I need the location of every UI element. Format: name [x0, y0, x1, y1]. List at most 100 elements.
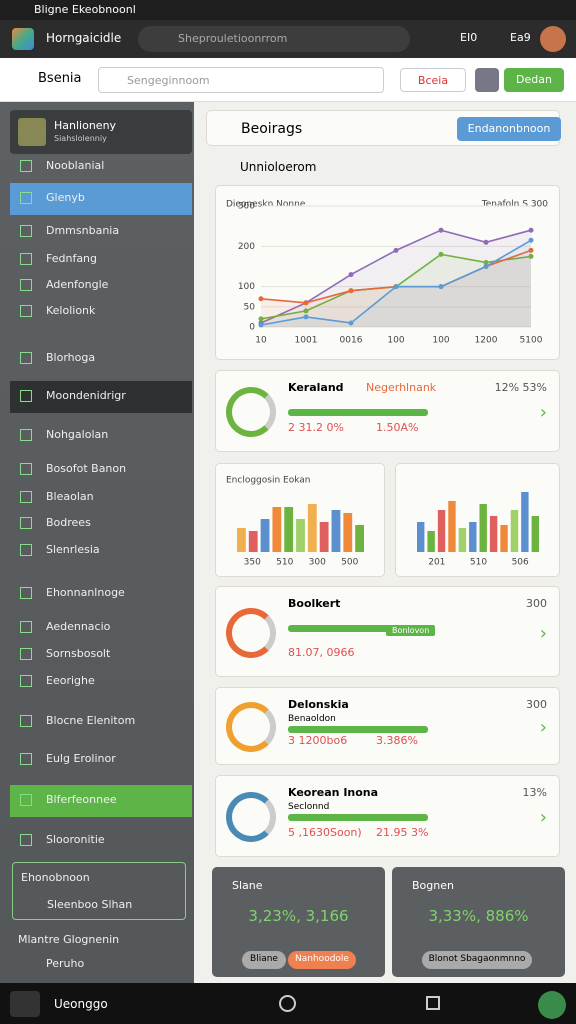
- group-item[interactable]: Sleenboo Slhan: [47, 898, 133, 911]
- summary-title: Slane: [232, 879, 263, 892]
- sidebar-label: Aedennacio: [46, 620, 111, 633]
- search-box[interactable]: Sheprouletioonrrom: [138, 26, 410, 52]
- sidebar-label: Dmmsnbania: [46, 224, 120, 237]
- bar: [417, 522, 425, 552]
- summary-button[interactable]: Bliane: [242, 951, 286, 969]
- sidebar-item[interactable]: Blferfeonnee: [10, 785, 192, 817]
- card-sub: Seclonnd: [288, 802, 330, 812]
- sidebar-label: Blocne Elenitom: [46, 714, 136, 727]
- sidebar-item[interactable]: Moondenidrigr: [10, 381, 192, 413]
- summary-button[interactable]: Blonot Sbagaonmnno: [422, 951, 532, 969]
- avatar[interactable]: [540, 26, 566, 52]
- y-tick-label: 50: [244, 302, 256, 312]
- sidebar-icon: [20, 587, 32, 599]
- sidebar-label: Blorhoga: [46, 351, 96, 364]
- sidebar-item[interactable]: Eeorighe: [10, 666, 192, 698]
- sidebar-footer[interactable]: Peruho: [46, 957, 85, 970]
- point: [258, 296, 264, 302]
- sidebar-item[interactable]: Blocne Elenitom: [10, 706, 192, 738]
- card-title: Delonskia: [288, 698, 349, 711]
- sidebar-label: Nooblanial: [46, 159, 105, 172]
- toolbar-search[interactable]: Sengeginnoom: [98, 67, 384, 93]
- summary-value: 3,33%, 886%: [428, 907, 529, 925]
- bar: [469, 522, 477, 552]
- bar: [510, 510, 519, 552]
- info-card: Delonskia 300 Benaoldon 3 1200bo6 3.386% ›: [215, 687, 560, 765]
- chevron[interactable]: ›: [539, 717, 547, 738]
- sidebar-item[interactable]: Ehonnanlnoge: [10, 578, 192, 610]
- sidebar-item[interactable]: Kelolionk: [10, 296, 192, 328]
- app-logo: [12, 28, 34, 50]
- profile-sub: Siahslolenniy: [54, 134, 107, 143]
- sidebar-icon: [20, 753, 32, 765]
- sidebar-item[interactable]: Blorhoga: [10, 343, 192, 375]
- sidebar-item[interactable]: Dmmsnbania: [10, 216, 192, 248]
- x-tick-label: 506: [512, 558, 529, 568]
- progress: [288, 409, 428, 416]
- header-button[interactable]: Endanonbnoon: [457, 117, 561, 141]
- card-right: 300: [526, 698, 547, 711]
- nav-home[interactable]: [279, 995, 296, 1012]
- sidebar-item[interactable]: Slenrlesia: [10, 535, 192, 567]
- sidebar-item[interactable]: Fednfang: [10, 244, 192, 276]
- home-button[interactable]: [10, 991, 40, 1017]
- x-tick-label: 500: [341, 558, 358, 568]
- sidebar-item[interactable]: Bodrees: [10, 508, 192, 540]
- toolbar-button[interactable]: Bceia: [400, 68, 466, 92]
- sidebar-item[interactable]: Nohgalolan: [10, 420, 192, 452]
- sidebar-icon: [20, 192, 32, 204]
- point: [348, 272, 354, 278]
- sidebar-icon: [20, 225, 32, 237]
- icon-button[interactable]: [475, 68, 499, 92]
- sidebar-item[interactable]: Adenfongle: [10, 270, 192, 302]
- nav-label: Ueonggo: [54, 997, 108, 1011]
- point: [393, 247, 399, 253]
- sidebar-item[interactable]: Slooronitie: [10, 825, 192, 857]
- card-sub: Benaoldon: [288, 714, 336, 724]
- bar: [427, 531, 435, 552]
- sidebar-item[interactable]: Nooblanial: [10, 151, 192, 183]
- chevron[interactable]: ›: [539, 402, 547, 423]
- toolbar-button[interactable]: Dedan: [504, 68, 564, 92]
- nav-recent[interactable]: [426, 996, 440, 1010]
- point: [438, 284, 444, 290]
- app-name[interactable]: Horngaicidle: [46, 31, 122, 45]
- sidebar-icon: [20, 648, 32, 660]
- sidebar-item[interactable]: Eulg Erolinor: [10, 744, 192, 776]
- card-stat: 21.95 3%: [376, 826, 429, 839]
- sidebar-item[interactable]: Glenyb: [10, 183, 192, 215]
- panel-title: Unnioloerom: [240, 160, 317, 174]
- bar: [448, 501, 456, 552]
- header-card: Beoirags Endanonbnoon: [206, 110, 561, 146]
- bar-chart-card: 201 510 506: [395, 463, 560, 577]
- card-right: 13%: [522, 786, 547, 799]
- sidebar-item[interactable]: Bleaolan: [10, 482, 192, 514]
- x-tick-label: 100: [432, 336, 449, 346]
- chevron[interactable]: ›: [539, 622, 547, 644]
- bar: [331, 510, 341, 552]
- bar: [307, 504, 317, 552]
- sidebar: Hanlioneny Siahslolenniy Ehonobnoon Slee…: [0, 102, 194, 983]
- card-stat: 3 1200bo6: [288, 734, 348, 747]
- sidebar-icon: [20, 305, 32, 317]
- point: [528, 227, 534, 233]
- nav-app[interactable]: [538, 991, 566, 1019]
- sidebar-icon: [20, 390, 32, 402]
- sidebar-icon: [20, 675, 32, 687]
- sidebar-item[interactable]: Sornsbosolt: [10, 639, 192, 671]
- info-card: Boolkert 300 81.07, 0966 Bonlovon ›: [215, 586, 560, 677]
- sidebar-label: Moondenidrigr: [46, 389, 126, 402]
- sidebar-footer: Mlantre Glognenin: [18, 933, 120, 946]
- point: [303, 314, 309, 320]
- sidebar-item[interactable]: Bosofot Banon: [10, 454, 192, 486]
- sidebar-label: Slenrlesia: [46, 543, 100, 556]
- sidebar-label: Ehonnanlnoge: [46, 586, 125, 599]
- chevron[interactable]: ›: [539, 807, 547, 828]
- summary-value: 3,23%, 3,166: [248, 907, 349, 925]
- summary-button[interactable]: Nanhoodole: [288, 951, 356, 969]
- badge[interactable]: EI0: [460, 31, 478, 44]
- badge[interactable]: Ea9: [510, 31, 531, 44]
- sidebar-item[interactable]: Aedennacio: [10, 612, 192, 644]
- sidebar-label: Sornsbosolt: [46, 647, 111, 660]
